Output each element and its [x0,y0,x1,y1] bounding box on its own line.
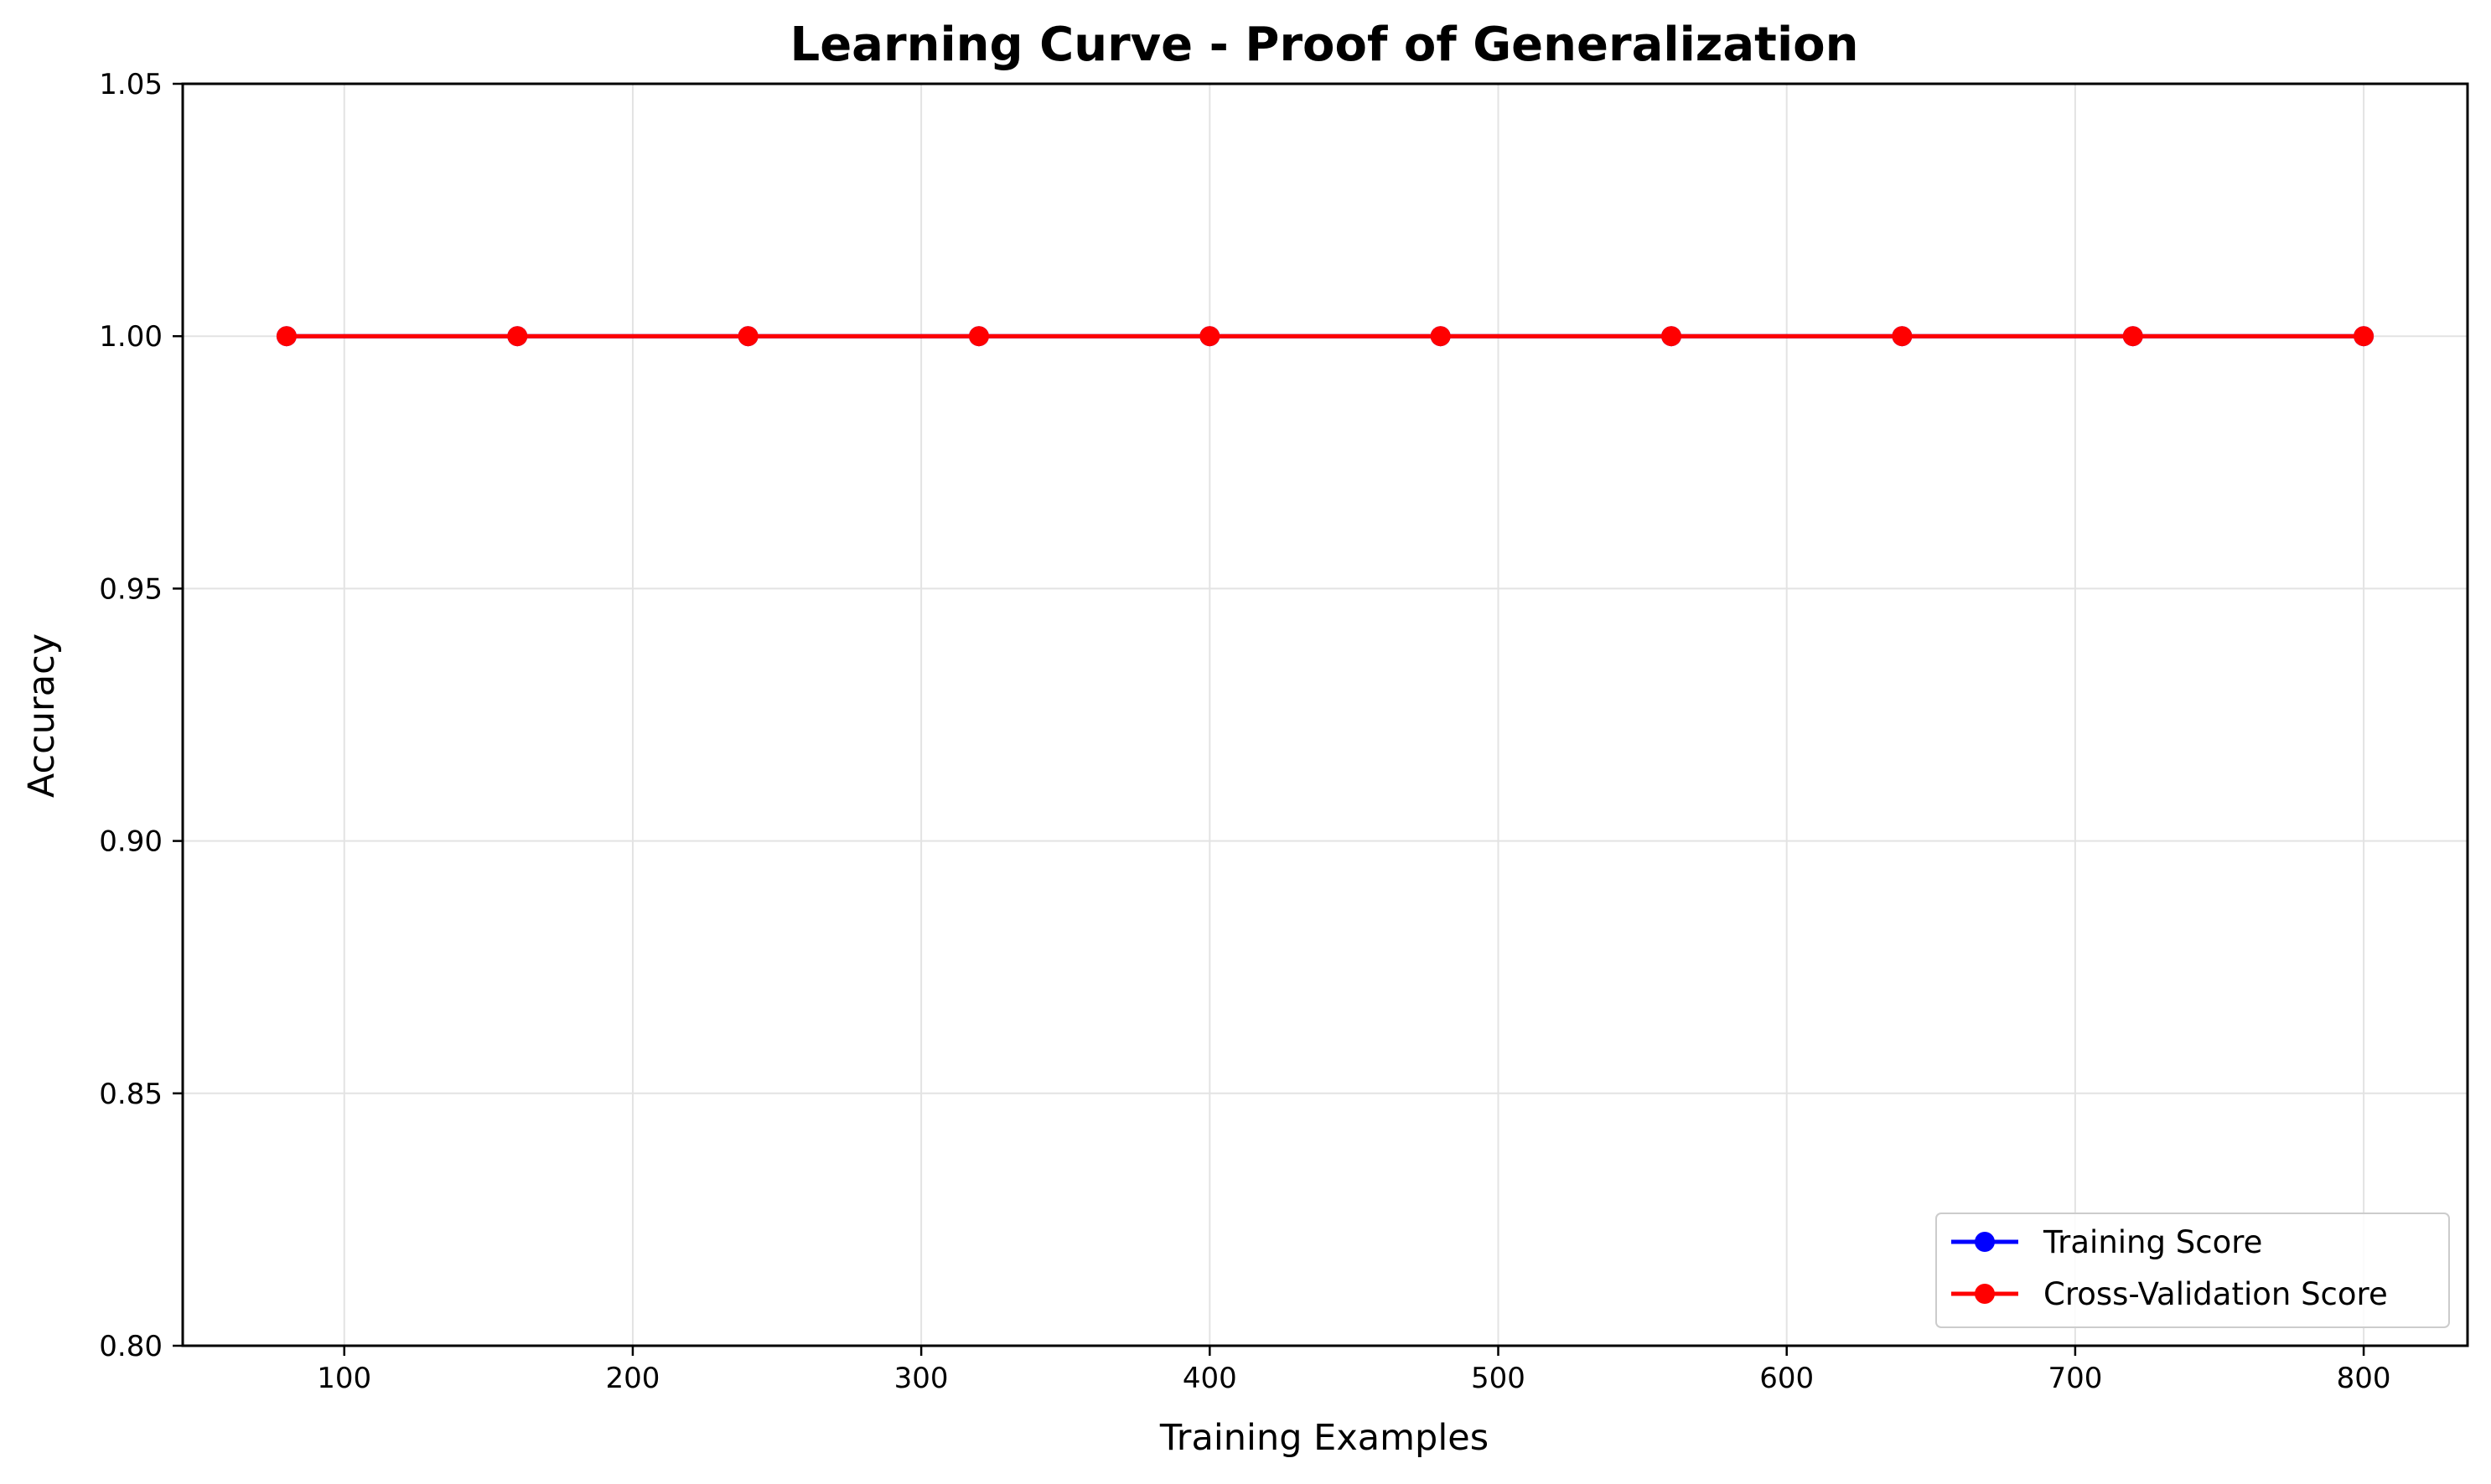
y-tick-label: 0.85 [99,1078,163,1111]
data-point [507,326,528,347]
x-tick-label: 700 [2048,1362,2102,1395]
x-tick-label: 500 [1471,1362,1525,1395]
x-tick-label: 100 [317,1362,371,1395]
legend-label: Cross-Validation Score [2043,1276,2388,1312]
data-point [738,326,759,347]
legend-box [1935,1213,2450,1328]
x-tick-label: 200 [605,1362,660,1395]
series-layer [276,326,2374,347]
x-tick-label: 600 [1759,1362,1814,1395]
legend: Training Score Cross-Validation Score [1935,1213,2450,1328]
data-point [2122,326,2143,347]
plot-frame [181,82,2469,1347]
y-axis-label: Accuracy [21,633,63,798]
x-tick-label: 300 [894,1362,949,1395]
x-axis-label: Training Examples [1159,1417,1489,1459]
data-point [1430,326,1451,347]
x-tick-label: 800 [2337,1362,2391,1395]
y-tick-label: 1.00 [99,320,163,354]
legend-marker [1975,1284,1995,1304]
y-tick-label: 1.05 [99,68,163,101]
data-point [1892,326,1913,347]
y-tick-label: 0.80 [99,1330,163,1363]
data-point [2354,326,2374,347]
x-tick-label: 400 [1183,1362,1237,1395]
y-tick-label: 0.95 [99,572,163,606]
data-point [276,326,297,347]
y-tick-label: 0.90 [99,825,163,859]
legend-label: Training Score [2043,1224,2262,1260]
data-point [968,326,989,347]
legend-marker [1975,1232,1995,1252]
data-point [1199,326,1220,347]
series-1 [276,326,2374,347]
chart-title: Learning Curve - Proof of Generalization [790,18,1859,72]
data-point [1661,326,1682,347]
axis-ticks: 100 200 300 400 500 600 700 800 0.80 0.85 0.90 0.95… [99,68,2390,1395]
